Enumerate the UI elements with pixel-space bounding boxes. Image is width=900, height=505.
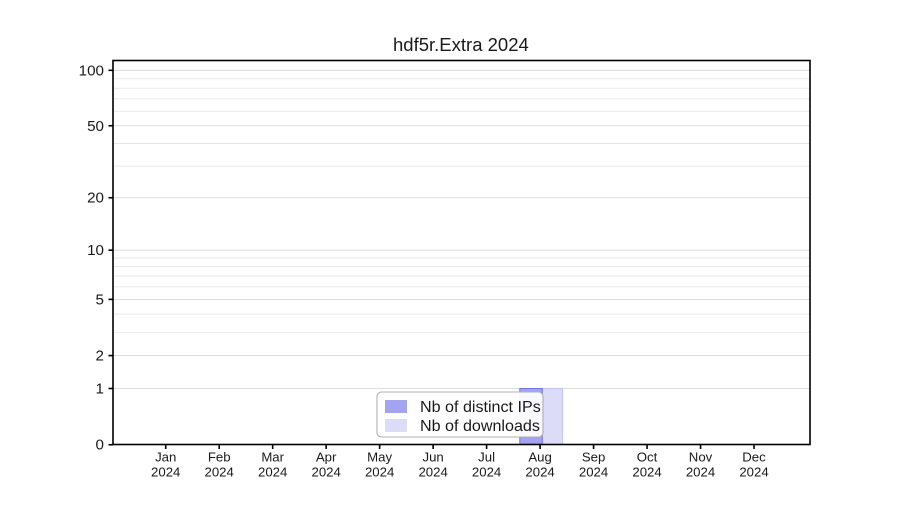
svg-text:50: 50 [87, 118, 104, 135]
svg-text:Nb of distinct IPs: Nb of distinct IPs [420, 398, 541, 416]
svg-text:Oct: Oct [637, 450, 658, 465]
svg-text:Nb of downloads: Nb of downloads [420, 417, 540, 435]
svg-text:2024: 2024 [525, 465, 554, 480]
svg-text:Feb: Feb [208, 450, 231, 465]
svg-text:2024: 2024 [151, 465, 180, 480]
svg-text:Jul: Jul [478, 450, 495, 465]
svg-text:10: 10 [87, 242, 104, 259]
svg-text:Apr: Apr [316, 450, 337, 465]
svg-text:hdf5r.Extra 2024: hdf5r.Extra 2024 [393, 34, 529, 55]
svg-text:Dec: Dec [742, 450, 766, 465]
svg-text:0: 0 [96, 437, 104, 454]
svg-text:5: 5 [96, 291, 104, 308]
svg-text:2024: 2024 [311, 465, 340, 480]
svg-text:2024: 2024 [365, 465, 394, 480]
svg-text:Aug: Aug [528, 450, 551, 465]
svg-text:20: 20 [87, 190, 104, 207]
svg-text:Mar: Mar [261, 450, 284, 465]
svg-text:2024: 2024 [418, 465, 447, 480]
svg-text:2024: 2024 [739, 465, 768, 480]
svg-text:Jun: Jun [422, 450, 443, 465]
svg-text:2024: 2024 [205, 465, 234, 480]
svg-text:2024: 2024 [686, 465, 715, 480]
svg-text:May: May [367, 450, 392, 465]
svg-text:2024: 2024 [472, 465, 501, 480]
svg-text:Jan: Jan [155, 450, 176, 465]
svg-text:2024: 2024 [632, 465, 661, 480]
svg-text:2024: 2024 [579, 465, 608, 480]
svg-text:Nov: Nov [689, 450, 713, 465]
svg-text:100: 100 [79, 62, 104, 79]
svg-text:Sep: Sep [582, 450, 605, 465]
svg-text:2: 2 [96, 348, 104, 365]
svg-text:1: 1 [96, 381, 104, 398]
svg-text:2024: 2024 [258, 465, 287, 480]
